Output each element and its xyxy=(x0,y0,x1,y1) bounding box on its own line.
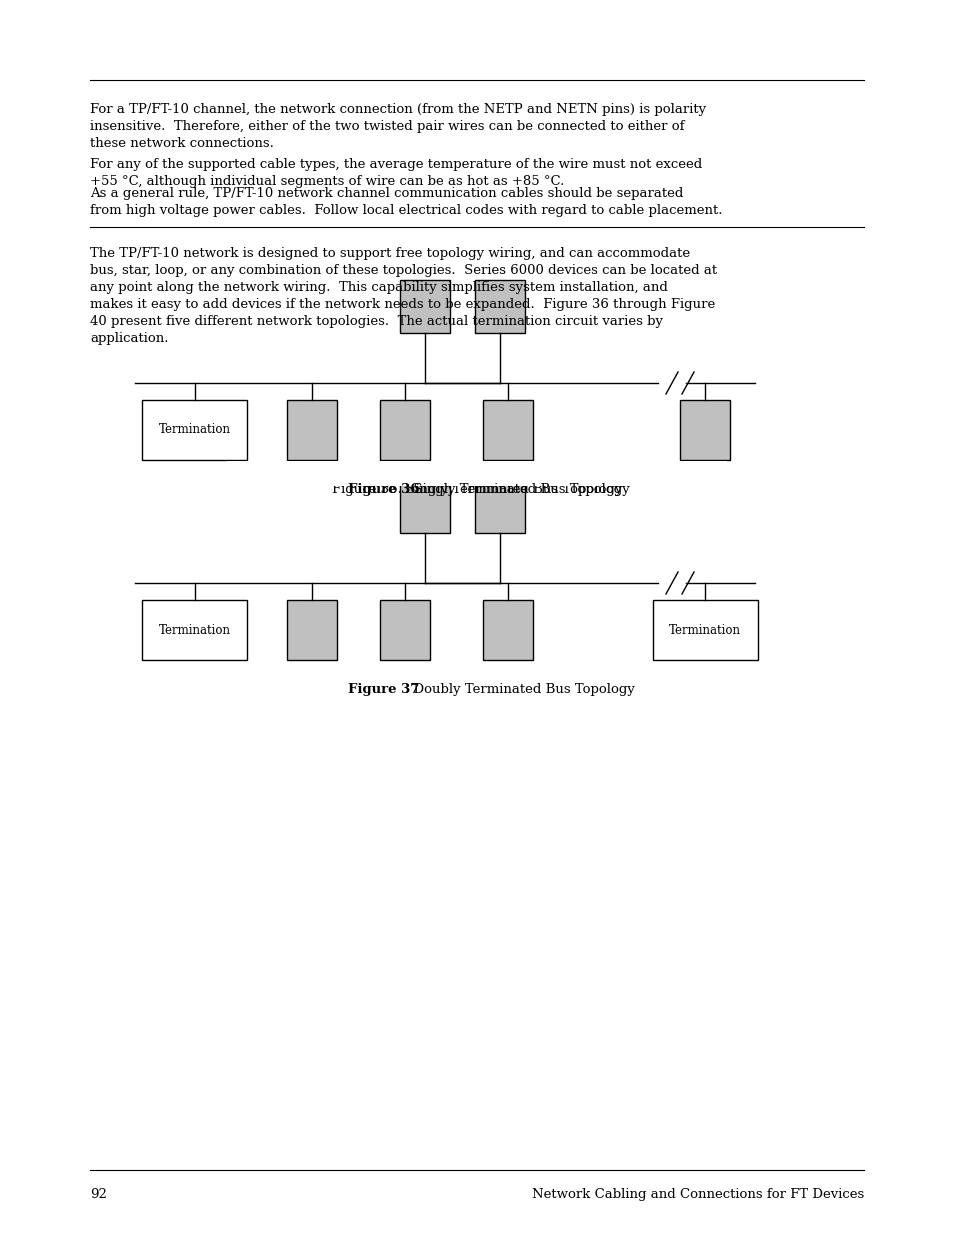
Bar xyxy=(142,600,247,659)
Text: Figure 37: Figure 37 xyxy=(348,683,418,697)
Text: 92: 92 xyxy=(90,1188,107,1200)
Text: The TP/FT-10 network is designed to support free topology wiring, and can accomm: The TP/FT-10 network is designed to supp… xyxy=(90,247,717,345)
Text: Network Cabling and Connections for FT Devices: Network Cabling and Connections for FT D… xyxy=(531,1188,863,1200)
Text: Termination: Termination xyxy=(668,624,740,636)
Bar xyxy=(475,280,524,333)
Text: Figure 36: Figure 36 xyxy=(348,483,419,496)
Bar xyxy=(399,480,450,534)
Bar xyxy=(475,480,524,534)
Text: Figure 36. Singly Terminated Bus Topology: Figure 36. Singly Terminated Bus Topolog… xyxy=(332,483,621,496)
Bar xyxy=(399,280,450,333)
Bar xyxy=(227,461,726,487)
Bar xyxy=(482,400,533,459)
Text: . Doubly Terminated Bus Topology: . Doubly Terminated Bus Topology xyxy=(404,683,634,697)
Bar xyxy=(679,400,729,459)
Bar xyxy=(482,600,533,659)
Bar xyxy=(287,600,336,659)
Text: For any of the supported cable types, the average temperature of the wire must n: For any of the supported cable types, th… xyxy=(90,158,701,188)
Bar xyxy=(287,400,336,459)
Text: As a general rule, TP/FT-10 network channel communication cables should be separ: As a general rule, TP/FT-10 network chan… xyxy=(90,186,721,217)
Bar xyxy=(379,400,430,459)
Bar xyxy=(652,600,757,659)
Text: Termination: Termination xyxy=(159,424,231,436)
Text: . Singly Terminated Bus Topology: . Singly Terminated Bus Topology xyxy=(404,483,629,496)
Text: For a TP/FT-10 channel, the network connection (from the NETP and NETN pins) is : For a TP/FT-10 channel, the network conn… xyxy=(90,103,705,149)
Text: Termination: Termination xyxy=(159,624,231,636)
Bar xyxy=(379,600,430,659)
Bar xyxy=(142,400,247,459)
